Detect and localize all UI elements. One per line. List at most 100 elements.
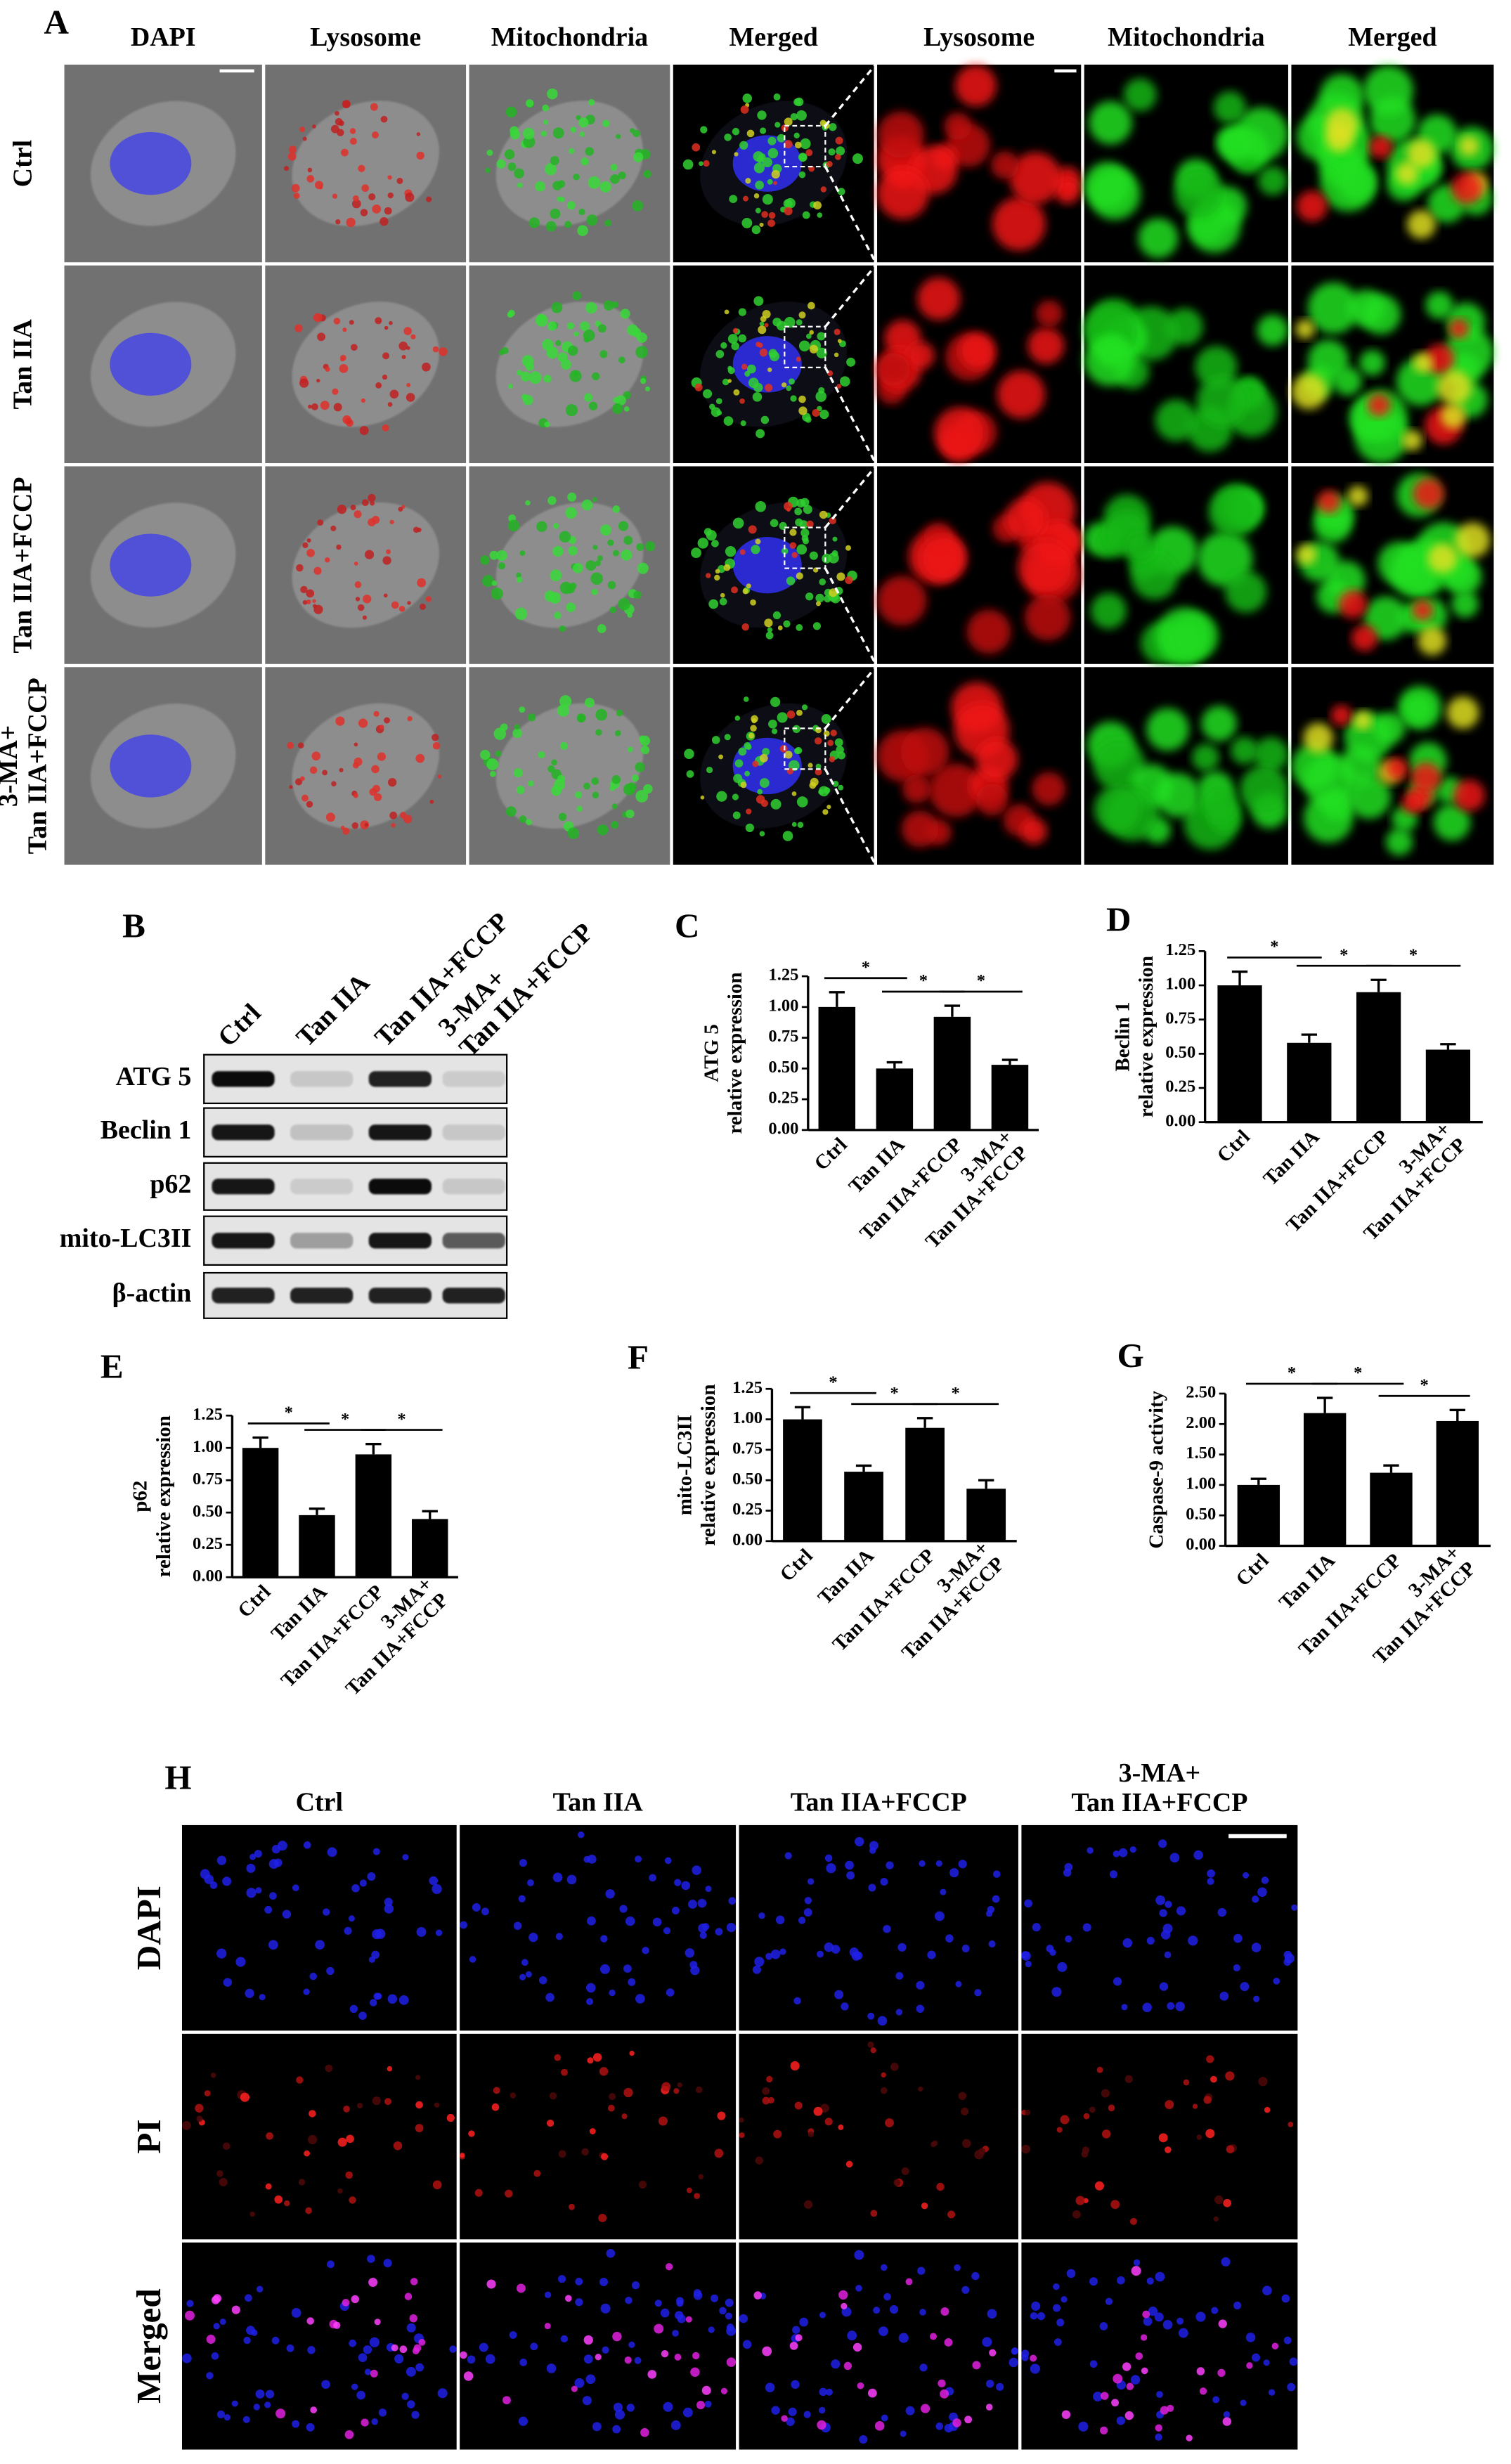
spot [282, 1909, 292, 1919]
micrograph [1291, 466, 1494, 664]
spot [1252, 1895, 1259, 1903]
spot [335, 110, 339, 116]
spot [635, 790, 649, 803]
spot [545, 221, 557, 232]
spot [816, 347, 827, 358]
spot [1458, 136, 1479, 157]
bar [966, 1489, 1006, 1541]
spot [432, 741, 441, 750]
micrograph [1021, 1824, 1298, 2031]
y-axis-label: p62 [129, 1481, 152, 1512]
spot [753, 162, 765, 174]
spot [416, 151, 424, 160]
spot [867, 2388, 877, 2398]
spot [789, 378, 795, 385]
spot [566, 322, 575, 330]
spot [518, 2416, 528, 2426]
spot [677, 2314, 686, 2323]
spot [696, 2086, 703, 2094]
spot [391, 2344, 398, 2352]
image-background [460, 2242, 737, 2450]
spot [210, 2073, 216, 2078]
spot [561, 2068, 568, 2076]
row-header: Tan IIA+FCCP [8, 477, 37, 654]
spot [583, 782, 590, 790]
spot [286, 2344, 294, 2352]
spot [815, 763, 822, 770]
bar [1237, 1484, 1280, 1546]
significance-label: * [952, 1384, 960, 1403]
spot [1064, 1862, 1073, 1872]
spot [308, 404, 312, 409]
spot [1131, 553, 1178, 599]
spot [791, 552, 798, 558]
column-header: Mitochondria [1108, 22, 1264, 52]
spot [1212, 2396, 1220, 2404]
spot [528, 1933, 538, 1943]
panel-label: G [1117, 1336, 1144, 1375]
spot [905, 2278, 913, 2285]
spot [725, 545, 737, 557]
spot [718, 754, 724, 760]
spot [1330, 705, 1352, 726]
micrograph [673, 466, 874, 664]
micrograph [181, 1824, 457, 2031]
spot [1099, 2322, 1108, 2330]
spot [460, 2152, 465, 2158]
spot [223, 1978, 233, 1987]
spot [719, 2307, 727, 2315]
panel-label: B [122, 906, 145, 945]
spot [868, 1883, 876, 1892]
spot [759, 778, 770, 789]
spot [826, 805, 831, 810]
spot [351, 199, 361, 209]
spot [1089, 2360, 1098, 2368]
spot [996, 2382, 1004, 2391]
spot [545, 1992, 555, 2002]
spot [333, 318, 341, 325]
spot [929, 2333, 937, 2340]
spot [582, 2396, 592, 2406]
spot [1116, 2416, 1125, 2425]
micrograph [1021, 2033, 1298, 2240]
spot [929, 763, 983, 817]
spot [1009, 2357, 1018, 2368]
spot [384, 1904, 394, 1914]
spot [1031, 2301, 1041, 2311]
spot [543, 119, 549, 125]
spot [409, 2314, 418, 2323]
spot [934, 407, 986, 459]
micrograph [739, 2033, 1018, 2240]
spot [739, 2117, 744, 2123]
spot [916, 1980, 925, 1990]
spot [1140, 2334, 1148, 2341]
spot [1287, 2382, 1296, 2392]
spot [815, 601, 822, 607]
spot [1160, 2406, 1169, 2415]
spot [800, 529, 810, 538]
micrograph [265, 265, 467, 464]
spot [1359, 349, 1385, 376]
spot [1353, 711, 1373, 730]
spot [1122, 1938, 1133, 1948]
spot [746, 808, 752, 815]
spot [417, 578, 427, 588]
spot [1096, 2066, 1103, 2073]
spot [378, 2408, 387, 2417]
spot [633, 152, 644, 162]
spot [790, 113, 798, 121]
spot [765, 631, 774, 640]
spot [318, 186, 323, 190]
spot [1273, 1978, 1280, 1985]
spot [694, 383, 703, 391]
spot [767, 367, 772, 372]
spot [1100, 2426, 1108, 2434]
spot [542, 104, 550, 112]
image-background [460, 2033, 737, 2240]
spot [422, 362, 431, 372]
spot [631, 774, 640, 782]
spot [527, 780, 534, 787]
bar [1287, 1042, 1332, 1122]
spot [716, 791, 727, 802]
spot [632, 200, 644, 212]
